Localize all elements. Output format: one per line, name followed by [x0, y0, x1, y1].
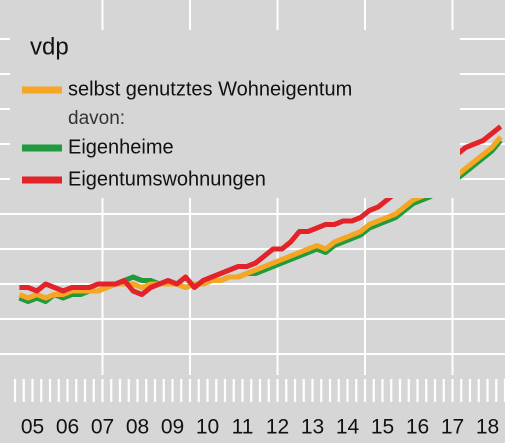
- x-tick-label: 11: [232, 416, 254, 439]
- x-tick-label: 17: [441, 416, 464, 439]
- x-tick-label: 09: [161, 416, 184, 439]
- x-tick-label: 08: [126, 416, 149, 439]
- x-tick-label: 15: [371, 416, 394, 439]
- x-tick-label: 12: [266, 416, 289, 439]
- legend-box: [10, 30, 460, 198]
- x-tick-label: 18: [476, 416, 499, 439]
- x-tick-label: 07: [91, 416, 114, 439]
- x-tick-label: 06: [56, 416, 79, 439]
- legend-label: selbst genutztes Wohneigentum: [68, 78, 352, 100]
- legend-label: Eigentumswohnungen: [68, 168, 266, 190]
- x-axis: 05 06 07 08 09 10 11 12 13 14 15 16 17 18: [13, 379, 505, 439]
- legend-subheading: davon:: [68, 108, 125, 129]
- x-tick-label: 14: [336, 416, 360, 439]
- x-tick-label: 13: [301, 416, 324, 439]
- legend-label: Eigenheime: [68, 136, 174, 158]
- legend: vdp selbst genutztes Wohneigentum Eigenhe…: [10, 30, 460, 198]
- x-tick-label: 10: [196, 416, 219, 439]
- x-tick-label: 16: [406, 416, 429, 439]
- source-label: vdp: [30, 33, 69, 60]
- x-tick-label: 05: [21, 416, 44, 439]
